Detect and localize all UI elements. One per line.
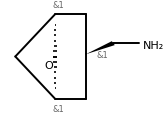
Text: &1: &1 (52, 1, 64, 10)
Text: &1: &1 (96, 50, 108, 59)
Text: NH₂: NH₂ (143, 41, 164, 51)
Text: &1: &1 (52, 104, 64, 113)
Text: O: O (45, 61, 53, 71)
Polygon shape (86, 42, 115, 55)
